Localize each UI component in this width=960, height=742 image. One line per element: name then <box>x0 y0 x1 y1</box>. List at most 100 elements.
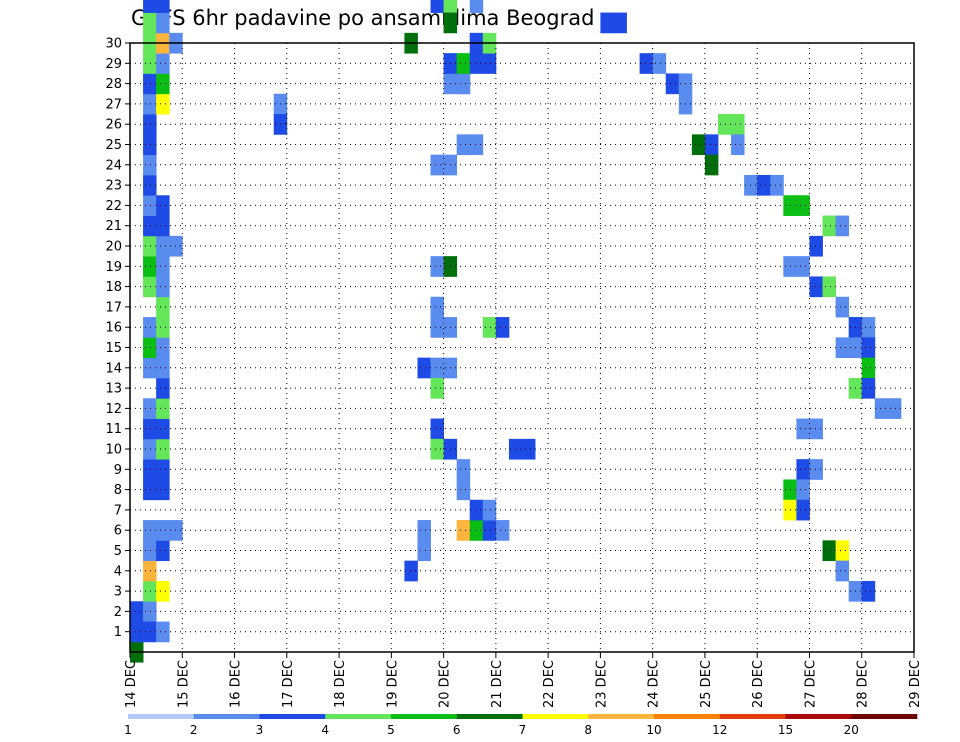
legend-swatch <box>785 714 852 719</box>
heatmap-cell <box>757 174 771 196</box>
y-tick-label: 19 <box>105 260 122 275</box>
heatmap-cell <box>430 357 444 379</box>
heatmap-cell <box>156 215 170 237</box>
heatmap-cell <box>861 317 876 338</box>
heatmap-cell <box>143 621 157 643</box>
heatmap-cell <box>495 520 510 541</box>
heatmap-cell <box>156 337 170 359</box>
y-tick-label: 28 <box>105 77 122 92</box>
legend-label: 7 <box>519 723 527 737</box>
heatmap-cell <box>143 601 157 622</box>
heatmap-cell <box>796 256 810 277</box>
x-tick-label: 27 DEC <box>803 660 818 708</box>
heatmap-cell <box>835 540 850 562</box>
chart-title: GEFS 6hr padavine po ansamblima Beograd <box>131 6 595 30</box>
heatmap-cell <box>430 296 444 318</box>
heatmap-cell <box>143 114 157 135</box>
heatmap-cell <box>143 134 157 156</box>
y-tick-label: 22 <box>105 199 122 214</box>
heatmap-cell <box>874 398 889 419</box>
heatmap-cell <box>143 195 157 216</box>
heatmap-cell <box>835 560 850 582</box>
x-tick-label: 25 DEC <box>699 660 714 708</box>
legend-swatch <box>456 714 523 719</box>
heatmap-cell <box>861 377 876 399</box>
heatmap-cell <box>469 499 484 521</box>
heatmap-cell <box>731 114 745 135</box>
heatmap-cell <box>822 215 836 237</box>
heatmap-cell <box>456 134 471 156</box>
heatmap-cell <box>430 418 444 440</box>
heatmap-cell <box>482 520 497 541</box>
heatmap-cell <box>469 0 484 13</box>
y-tick-label: 13 <box>105 382 122 397</box>
y-tick-label: 7 <box>114 503 122 518</box>
legend: 1 2 3 4 5 6 7 8 10 12 15 20 <box>124 714 918 737</box>
heatmap-cell <box>861 337 876 359</box>
plot-frame <box>129 42 915 653</box>
y-tick-label: 18 <box>105 280 122 295</box>
heatmap-cell <box>143 398 157 419</box>
heatmap-cell <box>430 377 444 399</box>
y-tick-label: 4 <box>114 564 122 579</box>
heatmap-cell <box>143 276 157 298</box>
y-tick-label: 26 <box>105 118 122 133</box>
heatmap-cell <box>143 53 157 74</box>
heatmap-cell <box>143 337 157 359</box>
heatmap-cell <box>522 438 536 460</box>
heatmap-cell <box>704 154 719 176</box>
y-tick-label: 27 <box>105 97 122 112</box>
y-tick-label: 6 <box>114 524 122 539</box>
heatmap-cell <box>143 438 157 460</box>
heatmap-cell <box>143 12 157 34</box>
heatmap-cell <box>417 520 431 541</box>
x-tick-label: 17 DEC <box>281 660 296 708</box>
heatmap-cell <box>822 276 836 298</box>
heatmap-cell <box>835 296 850 318</box>
heatmap-cell <box>156 357 170 379</box>
heatmap-cell <box>156 398 170 419</box>
heatmap-cell <box>809 418 823 440</box>
heatmap-cell <box>156 296 170 318</box>
legend-swatch <box>128 714 195 719</box>
heatmap-cell <box>652 53 667 74</box>
legend-label: 8 <box>584 723 592 737</box>
legend-swatch <box>193 714 260 719</box>
heatmap-cell <box>156 580 170 602</box>
heatmap-cell <box>443 12 458 34</box>
heatmap-cell <box>430 317 444 338</box>
legend-label: 1 <box>124 723 132 737</box>
heatmap-cell <box>143 520 157 541</box>
heatmap-cell <box>469 53 484 74</box>
heatmap-cell <box>156 256 170 277</box>
y-tick-label: 15 <box>105 341 122 356</box>
heatmap-cell <box>156 540 170 562</box>
heatmap-cell <box>417 540 431 562</box>
heatmap-cell <box>130 601 144 622</box>
heatmap-cell <box>456 520 471 541</box>
heatmap-cell <box>156 276 170 298</box>
heatmap-cell <box>482 317 497 338</box>
legend-label: 5 <box>387 723 395 737</box>
x-tick-label: 23 DEC <box>594 660 609 708</box>
y-tick-label: 8 <box>114 483 122 498</box>
heatmap-cell <box>718 114 732 135</box>
legend-label: 4 <box>321 723 329 737</box>
heatmap-cell <box>770 174 784 196</box>
y-tick-label: 12 <box>105 402 122 417</box>
heatmap-cell <box>430 256 444 277</box>
heatmap-cell <box>456 459 471 480</box>
heatmap-cell <box>835 215 850 237</box>
heatmap-cell <box>143 317 157 338</box>
heatmap-cell <box>796 499 810 521</box>
x-tick-label: 19 DEC <box>385 660 400 708</box>
x-tick-label: 16 DEC <box>229 660 244 708</box>
y-tick-label: 10 <box>105 443 122 458</box>
legend-label: 2 <box>190 723 198 737</box>
y-tick-label: 5 <box>114 544 122 559</box>
legend-label: 6 <box>453 723 461 737</box>
y-tick-label: 9 <box>114 463 122 478</box>
y-tick-label: 30 <box>105 37 122 52</box>
y-tick-label: 2 <box>114 605 122 620</box>
